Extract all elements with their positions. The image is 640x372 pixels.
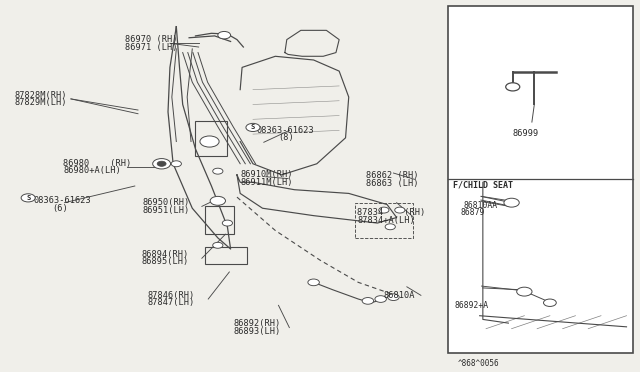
Circle shape — [212, 242, 223, 248]
Text: 86950(RH): 86950(RH) — [143, 198, 189, 207]
Text: 86863 (LH): 86863 (LH) — [366, 179, 419, 187]
Text: 08363-61623: 08363-61623 — [256, 126, 314, 135]
Text: S: S — [26, 195, 30, 201]
Text: 86999: 86999 — [513, 129, 539, 138]
Text: 86980+A(LH): 86980+A(LH) — [63, 166, 121, 175]
Text: F/CHILD SEAT: F/CHILD SEAT — [453, 181, 513, 190]
Circle shape — [246, 124, 260, 132]
Text: 87834+A(LH): 87834+A(LH) — [357, 216, 415, 225]
Text: 87828M(RH): 87828M(RH) — [15, 91, 67, 100]
Text: S: S — [251, 125, 255, 131]
Text: 86810AA: 86810AA — [463, 201, 497, 210]
Text: 86892(RH): 86892(RH) — [234, 320, 281, 328]
Bar — [448, 6, 633, 353]
Text: (6): (6) — [52, 204, 68, 213]
Circle shape — [200, 136, 219, 147]
Text: 86970 (RH): 86970 (RH) — [125, 35, 178, 44]
Bar — [355, 203, 413, 238]
Text: 86911M(LH): 86911M(LH) — [240, 178, 292, 187]
Text: 08363-61623: 08363-61623 — [34, 196, 92, 205]
Circle shape — [21, 194, 35, 202]
Text: 86892+A: 86892+A — [454, 301, 488, 310]
Circle shape — [516, 287, 532, 296]
Text: 86895(LH): 86895(LH) — [141, 257, 188, 266]
Circle shape — [362, 298, 374, 304]
Text: 86980    (RH): 86980 (RH) — [63, 158, 132, 167]
Circle shape — [506, 83, 520, 91]
Circle shape — [172, 161, 181, 167]
Circle shape — [212, 168, 223, 174]
Circle shape — [395, 207, 405, 213]
Bar — [205, 206, 234, 234]
Circle shape — [504, 198, 519, 207]
Text: 86862 (RH): 86862 (RH) — [366, 171, 419, 180]
Circle shape — [379, 207, 389, 213]
Circle shape — [210, 196, 225, 205]
Bar — [205, 247, 246, 264]
Circle shape — [385, 224, 396, 230]
Circle shape — [388, 294, 399, 301]
Text: 86893(LH): 86893(LH) — [234, 327, 281, 336]
Text: 87846(RH): 87846(RH) — [148, 291, 195, 300]
Circle shape — [218, 32, 230, 39]
Circle shape — [375, 296, 387, 302]
Text: 86810A: 86810A — [384, 291, 415, 300]
Text: (8): (8) — [278, 133, 294, 142]
Circle shape — [308, 279, 319, 286]
Text: 87829M(LH): 87829M(LH) — [15, 98, 67, 107]
Text: 86894(RH): 86894(RH) — [141, 250, 188, 259]
Circle shape — [222, 220, 232, 226]
Circle shape — [153, 158, 171, 169]
Text: 86910M(RH): 86910M(RH) — [240, 170, 292, 179]
Text: 86879: 86879 — [461, 208, 485, 217]
Circle shape — [543, 299, 556, 307]
Bar — [195, 121, 227, 156]
Text: ^868^0056: ^868^0056 — [458, 359, 499, 368]
Text: 86951(LH): 86951(LH) — [143, 206, 189, 215]
Text: 86971 (LH): 86971 (LH) — [125, 42, 178, 51]
Circle shape — [157, 161, 166, 166]
Text: 87834    (RH): 87834 (RH) — [357, 208, 426, 217]
Text: 87847(LH): 87847(LH) — [148, 298, 195, 307]
